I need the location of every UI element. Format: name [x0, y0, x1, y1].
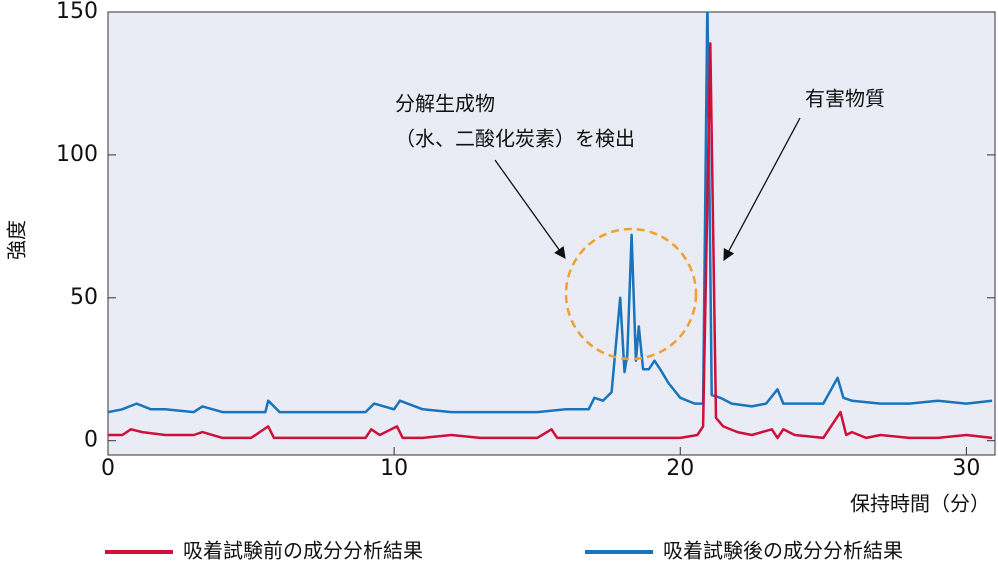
y-tick-label: 50 — [70, 285, 98, 310]
x-tick-label: 0 — [101, 456, 115, 481]
annotation: （水、二酸化炭素）を検出 — [395, 127, 635, 151]
legend-label: 吸着試験後の成分分析結果 — [663, 539, 903, 563]
annotation-arrow — [494, 159, 566, 259]
y-tick-label: 0 — [84, 428, 98, 453]
legend-label: 吸着試験前の成分分析結果 — [183, 539, 423, 563]
x-tick-label: 30 — [952, 456, 980, 481]
series-line — [108, 42, 993, 440]
y-tick-label: 100 — [56, 142, 98, 167]
highlight-circle — [564, 227, 698, 361]
x-tick-label: 20 — [666, 456, 694, 481]
plot-area — [107, 11, 996, 456]
y-axis-label: 強度 — [5, 220, 29, 260]
annotation: 有害物質 — [805, 87, 885, 111]
x-tick-label: 10 — [380, 456, 408, 481]
x-axis-label: 保持時間（分） — [850, 492, 990, 516]
series-line — [108, 12, 993, 414]
annotation: 分解生成物 — [395, 92, 495, 116]
y-tick-label: 150 — [56, 0, 98, 24]
annotation-arrow — [723, 117, 801, 262]
